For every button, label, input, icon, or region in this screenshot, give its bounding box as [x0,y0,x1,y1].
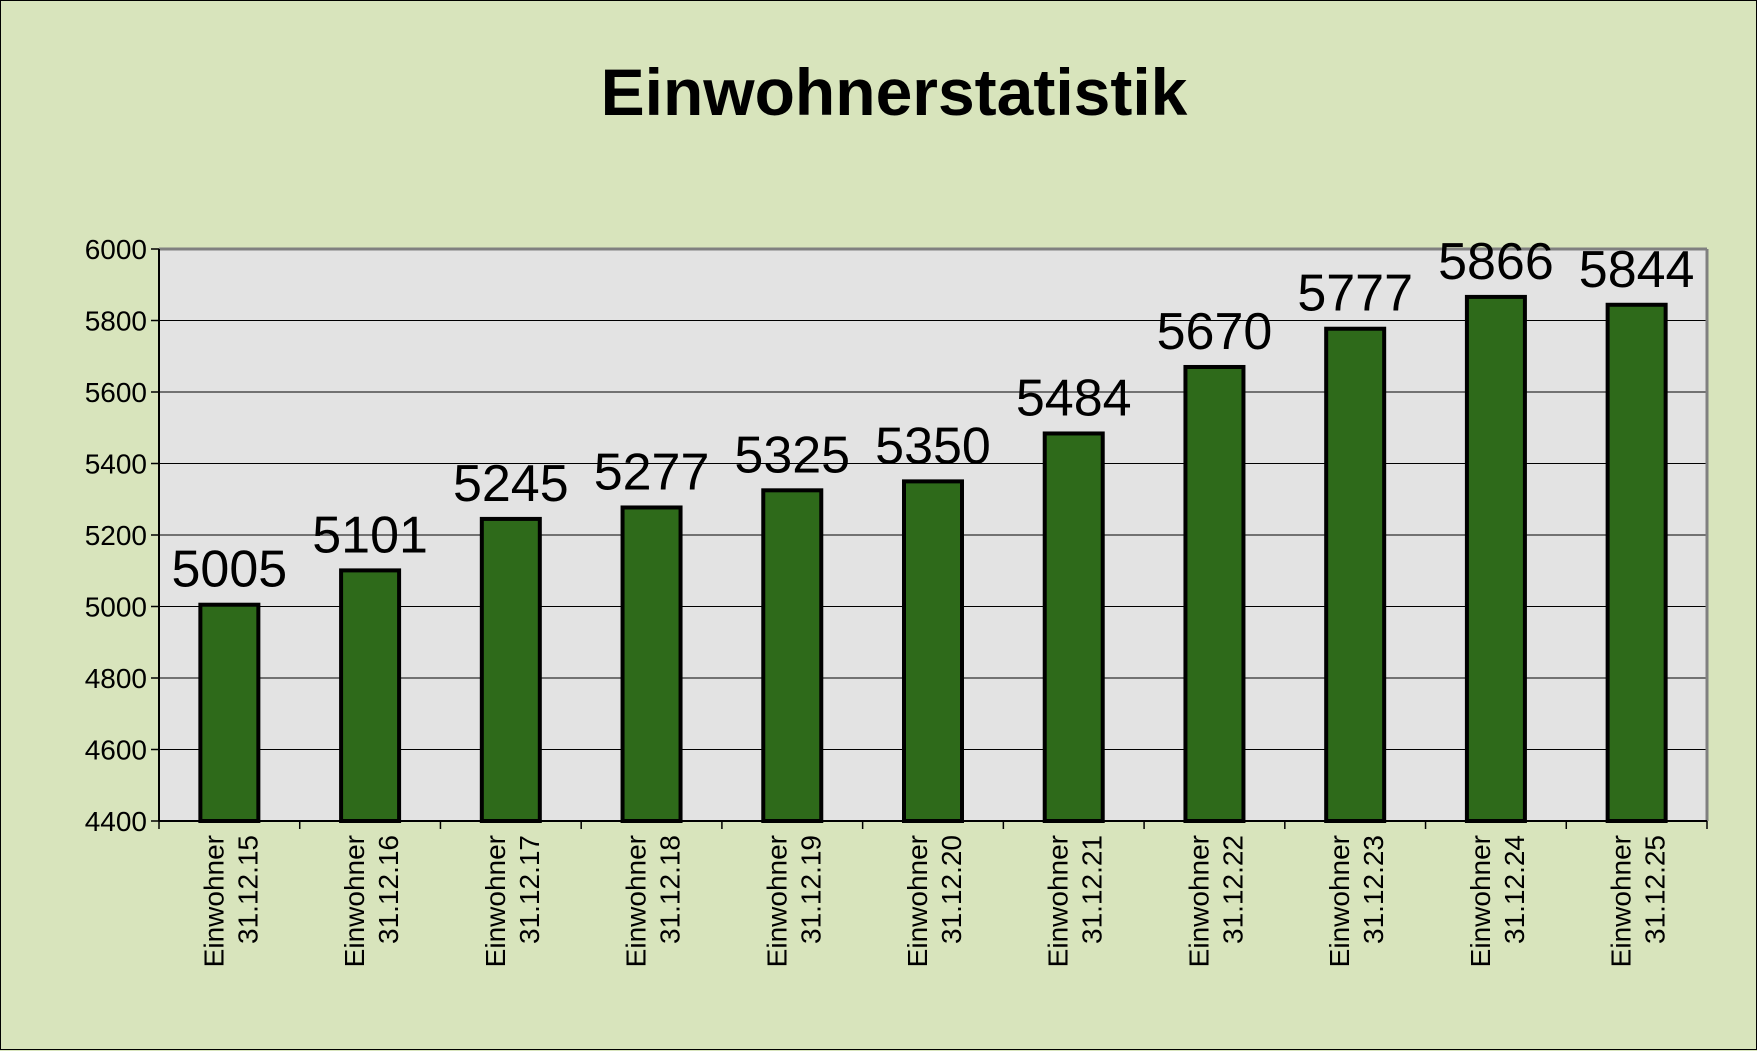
x-tick-label-line: 31.12.20 [936,835,967,944]
x-tick-label-line: Einwohner [1324,835,1355,967]
x-tick-label-text: Einwohner 31.12.22 [1183,835,1248,967]
x-tick-label-line: Einwohner [1043,835,1074,967]
x-tick-label-line: 31.12.18 [655,835,686,944]
x-tick-label-text: Einwohner 31.12.15 [198,835,263,967]
data-label: 5670 [1157,303,1273,361]
data-label: 5350 [875,417,991,475]
data-label: 5277 [594,443,710,501]
x-tick-label-line: Einwohner [198,835,229,967]
x-tick-label-line: 31.12.24 [1499,835,1530,944]
x-tick-label-line: Einwohner [1465,835,1496,967]
data-label: 5484 [1016,369,1132,427]
data-label: 5325 [734,426,850,484]
chart-title: Einwohnerstatistik [601,55,1188,129]
x-tick-label: Einwohner 31.12.24 [1465,835,1530,967]
y-tick-label: 5600 [85,377,147,408]
bar [198,602,261,824]
y-tick-label: 6000 [85,234,147,265]
bar [1183,364,1246,823]
data-labels: 5005 5101 5245 5277 5325 5350 5484 5670 5777 5866… [172,233,1695,599]
y-tick-label: 4400 [85,806,147,837]
x-tick-label-text: Einwohner 31.12.23 [1324,835,1389,967]
x-tick-label-text: Einwohner 31.12.17 [480,835,545,967]
bar [479,516,542,823]
x-tick-label-line: Einwohner [1183,835,1214,967]
y-tick-label: 5400 [85,449,147,480]
x-tick-label-text: Einwohner 31.12.16 [339,835,404,967]
x-tick-label-line: 31.12.17 [514,835,545,944]
x-tick-label-line: Einwohner [480,835,511,967]
x-tick-label-text: Einwohner 31.12.18 [621,835,686,967]
x-tick-label-line: Einwohner [1606,835,1637,967]
x-tick-label-text: Einwohner 31.12.21 [1043,835,1108,967]
y-tick-label: 5000 [85,592,147,623]
x-tick-label-line: Einwohner [339,835,370,967]
x-axis-ticks: Einwohner 31.12.15 Einwohner 31.12.16 Einwoh… [158,821,1708,967]
data-label: 5245 [453,455,569,513]
x-tick-label: Einwohner 31.12.25 [1606,835,1671,967]
bar [1605,302,1668,823]
y-tick-label: 5800 [85,306,147,337]
x-tick-label-text: Einwohner 31.12.24 [1465,835,1530,967]
bar [761,488,824,823]
bar [902,479,964,823]
x-tick-label-text: Einwohner 31.12.20 [902,835,967,967]
y-tick-label: 4600 [85,735,147,766]
bars [198,294,1668,824]
x-tick-label: Einwohner 31.12.20 [902,835,967,967]
data-label: 5101 [312,506,428,564]
data-label: 5866 [1438,233,1554,291]
bar [1324,326,1387,823]
x-tick-label-line: Einwohner [761,835,792,967]
y-tick-label: 5200 [85,520,147,551]
data-label: 5777 [1297,265,1413,323]
x-tick-label: Einwohner 31.12.22 [1183,835,1248,967]
x-tick-label: Einwohner 31.12.19 [761,835,826,967]
x-tick-label: Einwohner 31.12.21 [1043,835,1108,967]
x-tick-label: Einwohner 31.12.17 [480,835,545,967]
x-tick-label: Einwohner 31.12.18 [621,835,686,967]
data-label: 5844 [1579,241,1695,299]
bar [1464,294,1527,823]
x-tick-label-line: 31.12.19 [795,835,826,944]
data-label: 5005 [172,541,288,599]
x-tick-label: Einwohner 31.12.16 [339,835,404,967]
bar [339,568,402,824]
x-tick-label-line: 31.12.21 [1077,835,1108,944]
bar [620,505,683,823]
x-tick-label-line: Einwohner [902,835,933,967]
x-tick-label-line: 31.12.25 [1640,835,1671,944]
x-tick-label-line: 31.12.23 [1358,835,1389,944]
x-tick-label-line: 31.12.22 [1217,835,1248,944]
y-tick-label: 4800 [85,663,147,694]
x-tick-label-line: 31.12.16 [373,835,404,944]
bar [1042,431,1105,823]
x-tick-label-text: Einwohner 31.12.19 [761,835,826,967]
x-tick-label-line: Einwohner [621,835,652,967]
x-tick-label-line: 31.12.15 [232,835,263,944]
x-tick-label: Einwohner 31.12.15 [198,835,263,967]
x-tick-label-text: Einwohner 31.12.25 [1606,835,1671,967]
x-tick-label: Einwohner 31.12.23 [1324,835,1389,967]
y-axis-ticks: 4400 4600 4800 5000 5200 5400 5600 5800 6000 [85,234,159,837]
